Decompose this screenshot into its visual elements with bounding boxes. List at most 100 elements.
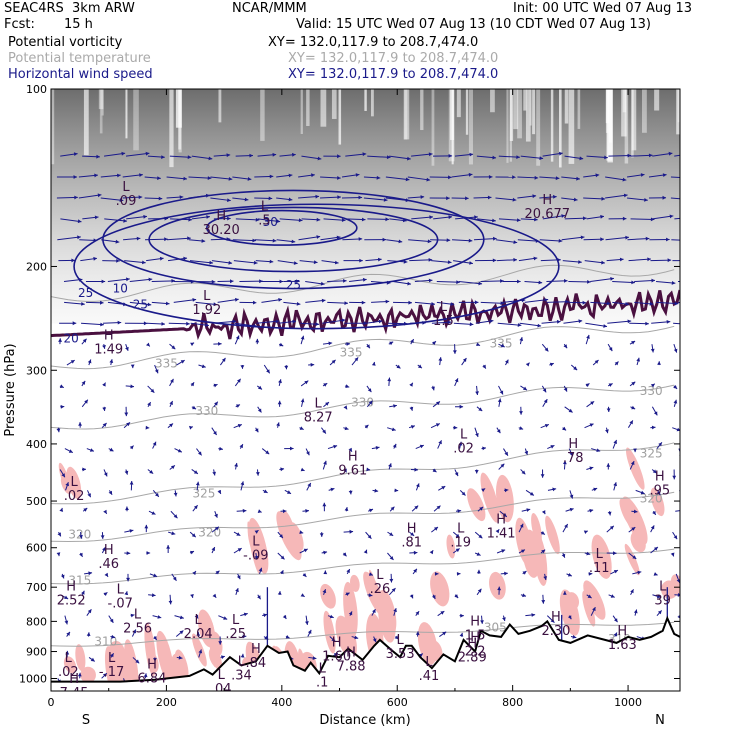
wind-vector-shaft [217,298,239,303]
wind-vector-head [651,425,656,430]
theta-contour-label: 335 [340,346,363,360]
wind-vector-head [71,258,75,263]
wind-vector-head [460,613,464,618]
wind-vector-head [329,614,334,619]
wind-vector-head [583,216,587,221]
wind-vector-head [482,446,486,451]
wind-vector-head [385,217,389,222]
wind-vector-head [662,173,667,177]
wind-vector-head [330,487,335,492]
pv-shade-blob [650,487,665,517]
wind-vector-head [73,175,78,179]
wind-vector-head [341,318,346,323]
wind-vector-shaft [408,239,432,243]
wind-vector-shaft [630,154,653,157]
wind-vector-head [580,235,585,240]
wind-vector-head [81,302,85,306]
wind-speed-label: 30 [263,215,278,229]
wind-vector-head [257,408,262,413]
x-tick-label: 600 [387,696,408,709]
wind-vector-head [534,175,539,180]
wind-vector-head [82,338,87,343]
wind-vector-head [269,259,274,264]
wind-vector-shaft [367,218,390,220]
wind-vector-head [496,429,501,434]
wind-vector-head [354,357,359,362]
wind-vector-head [348,447,352,452]
wind-vector-head [650,217,655,222]
wind-vector-head [410,425,415,429]
wind-vector-head [198,649,203,654]
pv-shade-blob [378,589,397,635]
wind-vector-head [111,634,116,639]
extremum-type: L [596,547,604,562]
wind-vector-head [657,610,662,615]
stratosphere-streak [101,89,104,116]
extremum-value: 1.41 [487,526,516,541]
wind-vector-head [561,214,565,218]
wind-vector-head [298,218,303,223]
wind-vector-head [608,383,613,387]
wind-vector-head [446,196,450,201]
wind-vector-shaft [583,197,606,200]
wind-vector-head [349,529,354,534]
wind-vector-head [448,175,452,180]
wind-vector-head [343,279,347,283]
wind-vector-head [386,155,391,160]
pv-shade-blob [670,574,680,597]
wind-vector-head [192,298,197,302]
wind-vector-head [441,486,446,490]
wind-vector-shaft [232,239,257,242]
stratosphere-streak [370,89,374,117]
y-tick-label: 600 [26,542,47,555]
wind-vector-head [275,319,280,324]
wind-vector-head [526,508,531,512]
wind-vector-head [550,618,555,623]
wind-vector-head [394,488,399,493]
wind-vector-head [161,322,165,326]
extremum-type: L [315,397,323,412]
extremum-value: 1.63 [608,638,637,653]
pv-shade-blob [429,640,443,662]
wind-vector-head [343,405,348,410]
wind-vector-head [589,423,594,427]
wind-vector-head [64,620,69,625]
wind-vector-head [681,509,685,513]
stratosphere-streak [490,89,495,113]
wind-vector-head [201,364,206,369]
pv-shade-blob [247,527,261,562]
stratosphere-streak [431,89,435,166]
wind-vector-head [206,215,210,219]
wind-vector-head [487,195,492,200]
wind-vector-head [452,350,457,354]
wind-vector-head [375,446,380,450]
wind-speed-label: 10 [113,282,128,296]
wind-vector-head [87,359,92,364]
wind-vector-head [537,323,542,328]
wind-vector-head [456,572,461,576]
wind-vector-head [230,279,234,284]
wind-vector-head [572,635,577,639]
wind-vector-shaft [517,239,540,242]
field-xy-wind: XY= 132.0,117.9 to 208.7,474.0 [288,67,499,82]
wind-vector-head [613,632,617,637]
wind-vector-head [192,405,197,410]
stratosphere-streak [608,89,613,143]
wind-vector-head [109,618,114,623]
theta-contour-label: 330 [195,404,218,418]
wind-vector-head [613,551,617,556]
wind-vector-head [213,431,217,435]
wind-vector-head [102,345,106,349]
wind-vector-head [341,218,346,222]
wind-vector-head [454,378,459,383]
wind-vector-head [300,593,305,597]
wind-vector-head [631,341,636,345]
extremum-value: .19 [450,536,471,551]
wind-vector-head [213,383,218,388]
wind-vector-head [153,636,157,640]
y-tick-label: 200 [26,260,47,273]
wind-vector-head [249,153,253,158]
pv-shade-blob [582,590,596,627]
wind-vector-head [562,591,567,595]
wind-vector-shaft [630,218,655,221]
